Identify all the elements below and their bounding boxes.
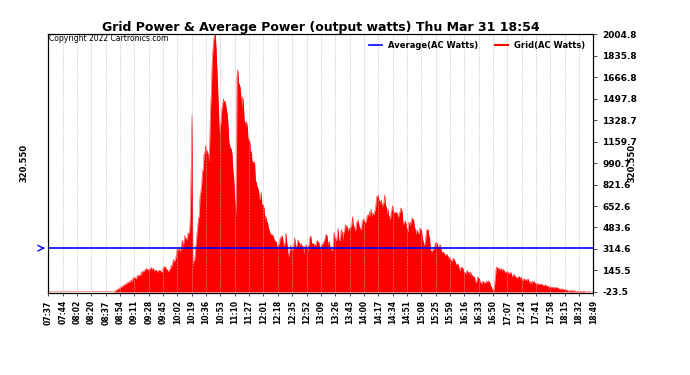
Text: 320.550: 320.550 — [627, 144, 636, 182]
Legend: Average(AC Watts), Grid(AC Watts): Average(AC Watts), Grid(AC Watts) — [366, 38, 589, 54]
Title: Grid Power & Average Power (output watts) Thu Mar 31 18:54: Grid Power & Average Power (output watts… — [102, 21, 540, 34]
Text: Copyright 2022 Cartronics.com: Copyright 2022 Cartronics.com — [50, 34, 169, 43]
Text: 320.550: 320.550 — [19, 144, 28, 182]
